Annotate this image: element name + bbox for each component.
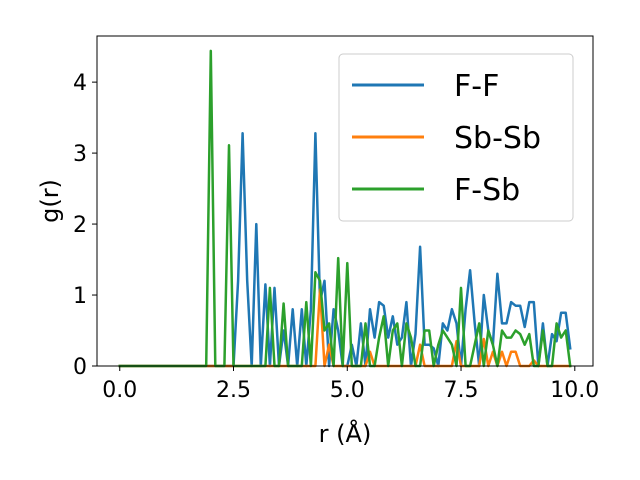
x-tick-label: 0.0 <box>102 378 137 403</box>
plot-border <box>96 35 594 367</box>
legend-label: F-F <box>454 69 499 104</box>
y-tick-label: 1 <box>73 284 87 309</box>
y-axis: 0 1 2 3 4 <box>73 71 97 380</box>
x-axis: 0.0 2.5 5.0 7.5 10.0 <box>102 366 599 403</box>
y-tick-label: 3 <box>73 142 87 167</box>
legend-label: Sb-Sb <box>454 121 541 156</box>
legend-box <box>338 53 574 222</box>
x-axis-label: r (Å) <box>319 419 372 448</box>
y-tick-label: 2 <box>73 213 87 238</box>
x-tick-label: 5.0 <box>330 378 365 403</box>
y-tick-label: 0 <box>73 355 87 380</box>
legend: F-F Sb-Sb F-Sb <box>338 53 574 222</box>
y-tick-label: 4 <box>73 71 87 96</box>
x-tick-label: 10.0 <box>550 378 599 403</box>
legend-label: F-Sb <box>454 173 520 208</box>
x-tick-label: 2.5 <box>216 378 251 403</box>
y-axis-label: g(r) <box>36 179 64 223</box>
legend-entries: F-F Sb-Sb F-Sb <box>352 69 541 208</box>
x-tick-label: 7.5 <box>444 378 479 403</box>
